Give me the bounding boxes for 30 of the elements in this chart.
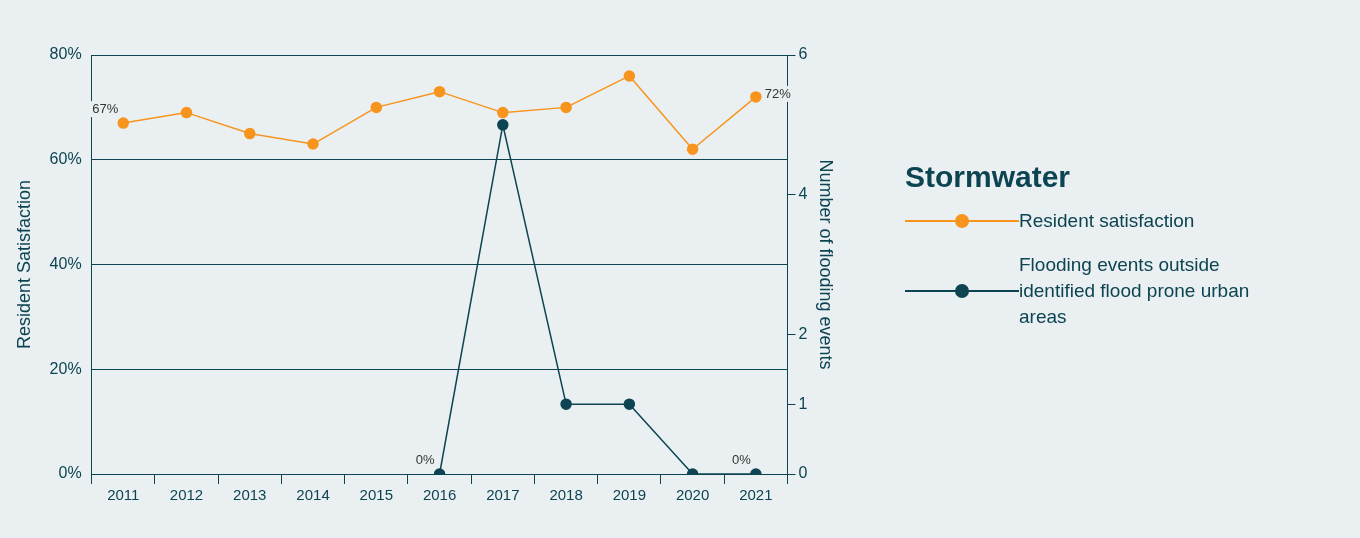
- data-label: 72%: [764, 85, 792, 101]
- x-tick-label: 2021: [739, 486, 773, 504]
- x-tick-label: 2019: [612, 486, 647, 504]
- y-tick-label: 80%: [49, 45, 82, 63]
- data-label: 67%: [92, 101, 119, 117]
- y2-axis-title: Number of flooding events: [816, 159, 837, 370]
- y2-tick-label: 6: [798, 45, 808, 63]
- y2-tick-label: 1: [798, 394, 808, 412]
- x-tick-label: 2012: [169, 486, 204, 504]
- data-label: 0%: [415, 452, 435, 468]
- y-tick-label: 40%: [49, 254, 82, 272]
- y2-tick-label: 2: [798, 324, 808, 342]
- y2-tick-label: 4: [798, 185, 808, 203]
- y-axis-title: Resident Satisfaction: [13, 179, 34, 350]
- x-tick-label: 2017: [486, 486, 520, 504]
- text: Resident satisfaction: [1019, 209, 1195, 233]
- x-tick-label: 2020: [675, 486, 710, 504]
- x-tick-label: 2014: [296, 486, 330, 504]
- legend-title: Stormwater: [905, 160, 1072, 194]
- text: Flooding events outside identified flood prone urban areas: [1019, 253, 1251, 329]
- x-tick-label: 2015: [359, 486, 393, 504]
- y-tick-label: 60%: [49, 150, 82, 168]
- x-tick-label: 2011: [107, 486, 140, 504]
- x-tick-label: 2018: [549, 486, 583, 504]
- y-tick-label: 20%: [49, 359, 82, 377]
- data-label: 0%: [732, 452, 752, 468]
- x-tick-label: 2016: [422, 486, 457, 504]
- y2-tick-label: 0: [798, 464, 808, 482]
- x-tick-label: 2013: [233, 486, 267, 504]
- y-tick-label: 0%: [58, 464, 82, 482]
